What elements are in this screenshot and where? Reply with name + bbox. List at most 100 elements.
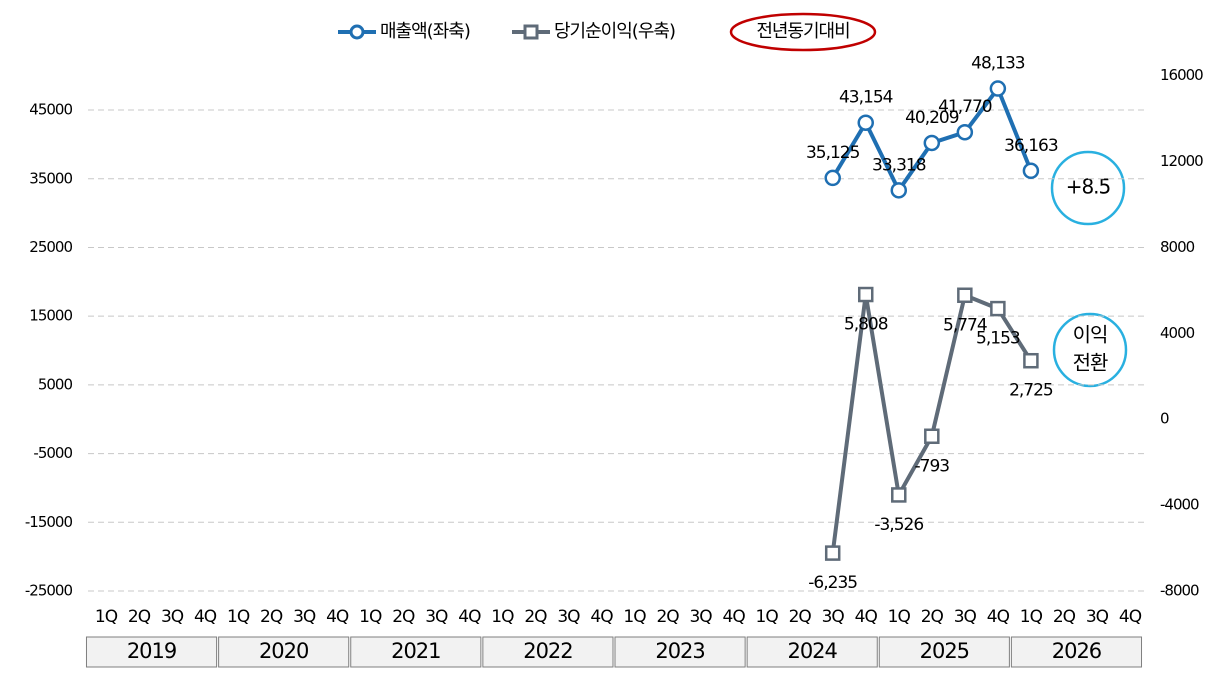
x-tick-label: 1Q — [888, 607, 911, 627]
year-cell — [1010, 636, 1143, 668]
y-tick-label: 35000 — [29, 169, 72, 187]
x-tick-label: 3Q — [557, 607, 580, 627]
value-label: -3,526 — [874, 515, 923, 535]
y2-tick-label: 16000 — [1160, 66, 1203, 84]
marker — [824, 545, 841, 561]
value-label: 33,318 — [872, 155, 926, 175]
annotation: 전환 — [1073, 351, 1108, 375]
x-tick-label: 1Q — [623, 607, 646, 627]
x-tick-label: 2Q — [392, 607, 415, 627]
year-label: 2025 — [920, 639, 969, 663]
marker — [891, 487, 907, 503]
marker — [924, 428, 940, 445]
y-tick-label: 15000 — [29, 307, 72, 325]
y-tick-label: -5000 — [33, 444, 72, 462]
x-tick-label: 3Q — [425, 607, 448, 627]
x-tick-label: 4Q — [1119, 607, 1142, 627]
marker — [824, 169, 841, 187]
value-label: 35,125 — [806, 143, 860, 163]
annotation: 이익 — [1073, 323, 1108, 347]
x-tick-label: 1Q — [359, 607, 382, 627]
x-tick-label: 1Q — [95, 607, 118, 627]
year-cell — [482, 636, 614, 668]
x-tick-label: 1Q — [491, 607, 514, 627]
y2-tick-label: -8000 — [1160, 582, 1199, 600]
y2-tick-label: 4000 — [1160, 324, 1195, 342]
x-tick-label: 4Q — [590, 607, 613, 627]
y-tick-label: -15000 — [25, 513, 73, 531]
x-tick-label: 4Q — [458, 607, 481, 627]
y2-tick-label: -4000 — [1160, 496, 1199, 514]
year-label: 2021 — [391, 639, 440, 663]
annotation-circle — [1050, 150, 1126, 226]
y-tick-label: -25000 — [25, 582, 73, 600]
annotation: +8.5 — [1066, 175, 1111, 199]
legend-label: 당기순이익(우축) — [554, 21, 675, 42]
year-cell — [614, 636, 746, 668]
note-ellipse — [729, 12, 877, 52]
year-cell — [878, 636, 1010, 668]
x-tick-label: 4Q — [987, 607, 1010, 627]
y-tick-label: 25000 — [29, 238, 72, 256]
year-cell — [350, 636, 482, 668]
x-tick-label: 1Q — [756, 607, 779, 627]
year-label: 2022 — [523, 639, 572, 663]
year-cell — [218, 636, 350, 668]
value-label: 5,808 — [844, 315, 888, 335]
marker — [857, 286, 874, 303]
value-label: 2,725 — [1009, 381, 1053, 401]
value-label: 43,154 — [839, 88, 893, 108]
marker — [923, 134, 941, 152]
x-tick-label: 4Q — [194, 607, 217, 627]
marker — [890, 182, 908, 199]
x-tick-label: 3Q — [954, 607, 977, 627]
marker — [956, 123, 974, 141]
legend-marker — [523, 24, 539, 40]
x-tick-label: 1Q — [227, 607, 250, 627]
value-label: 5,153 — [976, 329, 1020, 349]
value-label: -793 — [915, 456, 950, 476]
x-tick-label: 3Q — [689, 607, 712, 627]
legend-marker — [349, 24, 365, 40]
x-tick-label: 2Q — [921, 607, 944, 627]
x-tick-label: 3Q — [1086, 607, 1109, 627]
annotation-circle — [1052, 312, 1128, 388]
x-tick-label: 3Q — [822, 607, 845, 627]
year-cell — [746, 636, 878, 668]
marker — [857, 114, 874, 131]
year-label: 2026 — [1052, 639, 1102, 663]
year-label: 2019 — [127, 639, 176, 663]
marker — [957, 287, 973, 304]
x-tick-label: 3Q — [293, 607, 316, 627]
legend: 매출액(좌축) 당기순이익(우축) 전년동기대비 — [338, 12, 877, 52]
marker — [989, 80, 1007, 97]
legend-label: 매출액(좌축) — [380, 21, 470, 42]
x-tick-label: 4Q — [855, 607, 878, 627]
x-tick-label: 2Q — [789, 607, 812, 627]
x-tick-label: 2Q — [1053, 607, 1076, 627]
x-tick-label: 4Q — [326, 607, 349, 627]
value-label: 48,133 — [971, 54, 1025, 74]
x-tick-label: 4Q — [723, 607, 746, 627]
value-label: -6,235 — [808, 573, 857, 593]
y-tick-label: 5000 — [38, 375, 73, 393]
value-label: 5,774 — [943, 315, 987, 335]
year-label: 2020 — [259, 639, 308, 663]
marker — [1022, 162, 1040, 180]
value-label: 41,770 — [938, 97, 992, 117]
x-tick-label: 2Q — [524, 607, 547, 627]
marker — [1023, 352, 1039, 369]
x-tick-label: 3Q — [161, 607, 184, 627]
x-tick-label: 2Q — [656, 607, 679, 627]
plot: -25000 -15000 -5000 5000 15000 25000 35000 4500… — [25, 54, 1204, 668]
y-tick-label: 45000 — [29, 101, 72, 119]
x-tick-label: 2Q — [128, 607, 151, 627]
x-tick-label: 1Q — [1020, 607, 1043, 627]
value-label: 40,209 — [905, 108, 959, 128]
value-label: 36,163 — [1004, 136, 1058, 156]
y2-tick-label: 12000 — [1160, 152, 1203, 170]
legend-note: 전년동기대비 — [756, 21, 849, 42]
marker — [990, 300, 1006, 317]
year-cell — [85, 636, 218, 668]
